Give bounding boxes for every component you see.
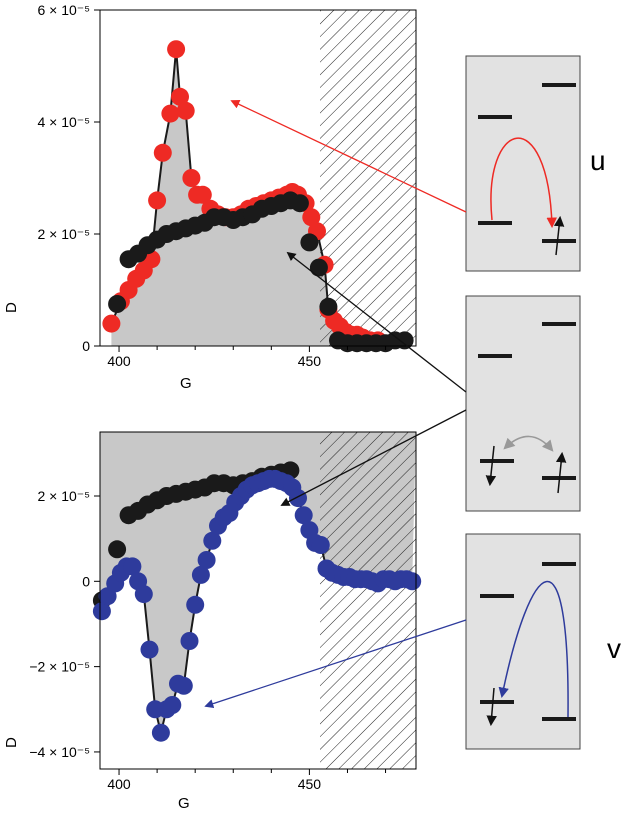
top-y-tick-label: 4 × 10⁻⁵ xyxy=(37,114,90,130)
bot-blue-point xyxy=(197,551,216,569)
bot-x-tick-label: 450 xyxy=(298,776,322,792)
bot-x-tick-label: 400 xyxy=(107,776,131,792)
arrow-u-to-top-peak xyxy=(230,100,467,213)
top-red-point xyxy=(148,191,167,210)
top-x-tick-label: 450 xyxy=(298,353,322,369)
bot-y-tick-label: −2 × 10⁻⁵ xyxy=(29,659,90,675)
arrow-middle-to-bottom xyxy=(280,409,467,506)
top-red-point xyxy=(167,40,186,59)
top-hatched-region xyxy=(320,10,416,346)
bot-blue-point xyxy=(191,565,210,584)
top-y-tick-label: 6 × 10⁻⁵ xyxy=(37,2,90,18)
top-y-ticks: 0 2 × 10⁻⁵ 4 × 10⁻⁵ 6 × 10⁻⁵ xyxy=(37,2,100,354)
panel-middle xyxy=(465,295,581,512)
bot-blue-point xyxy=(311,536,330,554)
label-v: v xyxy=(607,633,621,664)
top-red-point xyxy=(102,314,121,333)
label-u: u xyxy=(590,145,606,176)
top-ylabel: D xyxy=(3,302,20,313)
bot-blue-point xyxy=(174,676,193,695)
top-black-point xyxy=(309,258,328,277)
bot-y-tick-label: −4 × 10⁻⁵ xyxy=(29,744,90,760)
top-black-points xyxy=(108,191,414,353)
top-red-point xyxy=(153,143,172,162)
bot-blue-point xyxy=(289,489,307,508)
bottom-ylabel: D xyxy=(3,737,20,748)
top-black-point xyxy=(290,194,309,213)
top-black-point xyxy=(108,295,127,313)
top-black-point xyxy=(395,331,414,350)
bot-y-tick-label: 0 xyxy=(82,573,90,589)
bot-blue-point xyxy=(403,572,422,591)
bot-blue-point xyxy=(140,640,159,659)
bottom-plot-frame xyxy=(99,431,417,770)
bottom-hatched-region xyxy=(320,432,416,769)
top-black-point xyxy=(319,297,338,316)
bot-blue-point xyxy=(163,696,182,714)
bottom-chart: −4 × 10⁻⁵ −2 × 10⁻⁵ 0 2 × 10⁻⁵ 400 450 G D xyxy=(3,431,422,812)
bottom-y-ticks: −4 × 10⁻⁵ −2 × 10⁻⁵ 0 2 × 10⁻⁵ xyxy=(29,488,100,760)
top-red-point xyxy=(193,185,212,204)
top-red-point xyxy=(182,169,201,187)
top-y-tick-label: 0 xyxy=(82,338,90,354)
bottom-x-ticks: 400 450 xyxy=(107,769,387,792)
bot-y-tick-label: 2 × 10⁻⁵ xyxy=(37,488,90,504)
bot-blue-point xyxy=(180,632,199,650)
bot-blue-point xyxy=(151,723,170,742)
top-x-ticks: 400 450 xyxy=(107,346,387,369)
bottom-blue-points xyxy=(92,469,422,742)
bot-blue-point xyxy=(186,595,205,614)
bot-blue-point xyxy=(92,602,111,621)
bot-blue-point xyxy=(294,506,313,525)
top-chart: 0 2 × 10⁻⁵ 4 × 10⁻⁵ 6 × 10⁻⁵ 400 450 G D xyxy=(3,2,417,392)
top-red-point xyxy=(302,208,321,227)
top-red-point xyxy=(161,104,180,123)
panel-u xyxy=(465,55,581,272)
panel-v xyxy=(465,533,581,750)
top-y-tick-label: 2 × 10⁻⁵ xyxy=(37,226,90,242)
bot-black-point xyxy=(108,540,127,559)
top-black-point xyxy=(300,233,319,252)
bot-blue-point xyxy=(203,531,222,550)
top-red-point xyxy=(176,101,195,120)
top-x-tick-label: 400 xyxy=(107,353,131,369)
arrow-middle-to-top xyxy=(286,251,467,393)
arrow-v-to-bottom-dip xyxy=(204,619,467,709)
bot-blue-point xyxy=(123,557,142,576)
top-xlabel: G xyxy=(180,375,192,392)
bot-blue-point xyxy=(134,585,153,604)
top-red-point xyxy=(171,87,189,106)
bottom-xlabel: G xyxy=(178,795,190,812)
top-plot-frame xyxy=(99,9,417,347)
